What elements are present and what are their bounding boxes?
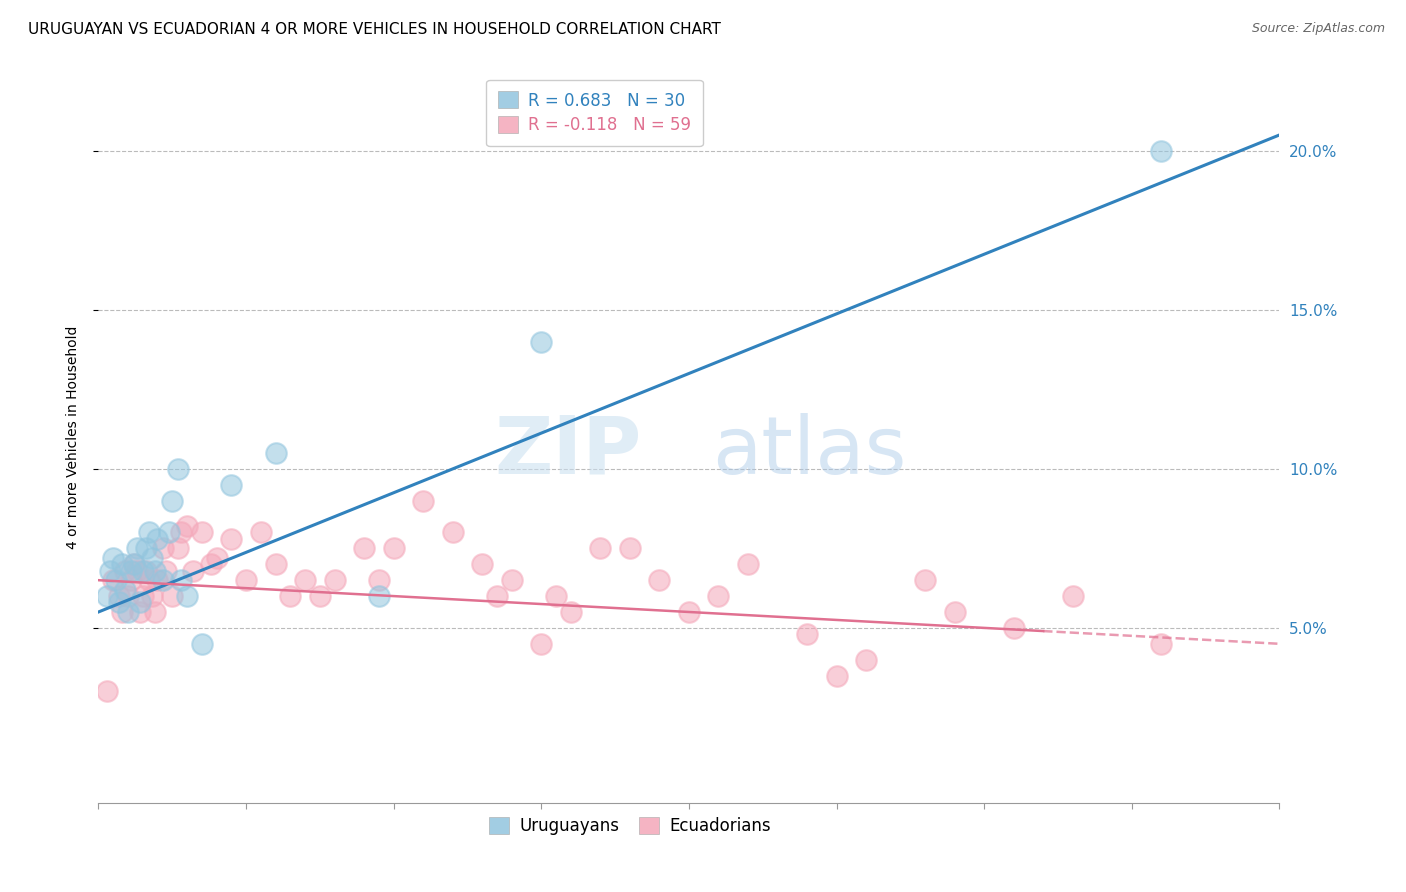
- Point: [117, 589, 139, 603]
- Point: [264, 558, 287, 572]
- Point: [138, 525, 160, 540]
- Point: [486, 589, 509, 603]
- Point: [111, 558, 134, 572]
- Point: [167, 541, 190, 556]
- Point: [170, 573, 193, 587]
- Point: [530, 637, 553, 651]
- Point: [108, 589, 131, 603]
- Point: [1002, 621, 1025, 635]
- Point: [122, 558, 145, 572]
- Text: Source: ZipAtlas.com: Source: ZipAtlas.com: [1251, 22, 1385, 36]
- Point: [914, 573, 936, 587]
- Point: [128, 605, 150, 619]
- Point: [368, 573, 391, 587]
- Y-axis label: 4 or more Vehicles in Household: 4 or more Vehicles in Household: [66, 326, 80, 549]
- Point: [589, 541, 612, 556]
- Point: [191, 637, 214, 651]
- Point: [546, 589, 568, 603]
- Point: [103, 573, 125, 587]
- Point: [1062, 589, 1084, 603]
- Point: [309, 589, 332, 603]
- Point: [191, 525, 214, 540]
- Point: [103, 550, 125, 565]
- Point: [825, 668, 848, 682]
- Point: [176, 519, 198, 533]
- Point: [368, 589, 391, 603]
- Point: [146, 573, 169, 587]
- Point: [441, 525, 464, 540]
- Point: [135, 564, 157, 578]
- Point: [796, 627, 818, 641]
- Point: [221, 532, 243, 546]
- Point: [181, 564, 204, 578]
- Point: [96, 684, 118, 698]
- Point: [114, 582, 136, 597]
- Point: [111, 605, 134, 619]
- Point: [138, 573, 160, 587]
- Point: [157, 525, 180, 540]
- Point: [1150, 144, 1173, 158]
- Point: [200, 558, 222, 572]
- Legend: Uruguayans, Ecuadorians: Uruguayans, Ecuadorians: [482, 811, 778, 842]
- Point: [162, 493, 183, 508]
- Point: [143, 605, 166, 619]
- Point: [560, 605, 582, 619]
- Point: [619, 541, 641, 556]
- Point: [125, 541, 148, 556]
- Point: [170, 525, 193, 540]
- Point: [167, 462, 190, 476]
- Point: [353, 541, 375, 556]
- Point: [120, 564, 142, 578]
- Point: [382, 541, 405, 556]
- Text: ZIP: ZIP: [495, 413, 641, 491]
- Point: [176, 589, 198, 603]
- Point: [501, 573, 523, 587]
- Point: [146, 532, 169, 546]
- Point: [471, 558, 494, 572]
- Point: [737, 558, 759, 572]
- Point: [98, 564, 121, 578]
- Point: [132, 564, 155, 578]
- Point: [1150, 637, 1173, 651]
- Point: [114, 564, 136, 578]
- Point: [141, 589, 163, 603]
- Point: [143, 564, 166, 578]
- Point: [294, 573, 316, 587]
- Point: [155, 564, 177, 578]
- Point: [648, 573, 671, 587]
- Point: [943, 605, 966, 619]
- Point: [120, 573, 142, 587]
- Point: [250, 525, 273, 540]
- Point: [141, 550, 163, 565]
- Point: [855, 653, 877, 667]
- Point: [108, 595, 131, 609]
- Point: [117, 605, 139, 619]
- Point: [122, 558, 145, 572]
- Point: [412, 493, 434, 508]
- Point: [135, 541, 157, 556]
- Point: [235, 573, 257, 587]
- Point: [205, 550, 228, 565]
- Point: [128, 595, 150, 609]
- Point: [280, 589, 302, 603]
- Point: [105, 573, 128, 587]
- Point: [152, 573, 174, 587]
- Point: [707, 589, 730, 603]
- Text: atlas: atlas: [713, 413, 907, 491]
- Point: [96, 589, 118, 603]
- Point: [221, 477, 243, 491]
- Point: [125, 564, 148, 578]
- Point: [530, 334, 553, 349]
- Point: [264, 446, 287, 460]
- Point: [152, 541, 174, 556]
- Point: [132, 589, 155, 603]
- Point: [162, 589, 183, 603]
- Point: [678, 605, 700, 619]
- Point: [323, 573, 346, 587]
- Text: URUGUAYAN VS ECUADORIAN 4 OR MORE VEHICLES IN HOUSEHOLD CORRELATION CHART: URUGUAYAN VS ECUADORIAN 4 OR MORE VEHICL…: [28, 22, 721, 37]
